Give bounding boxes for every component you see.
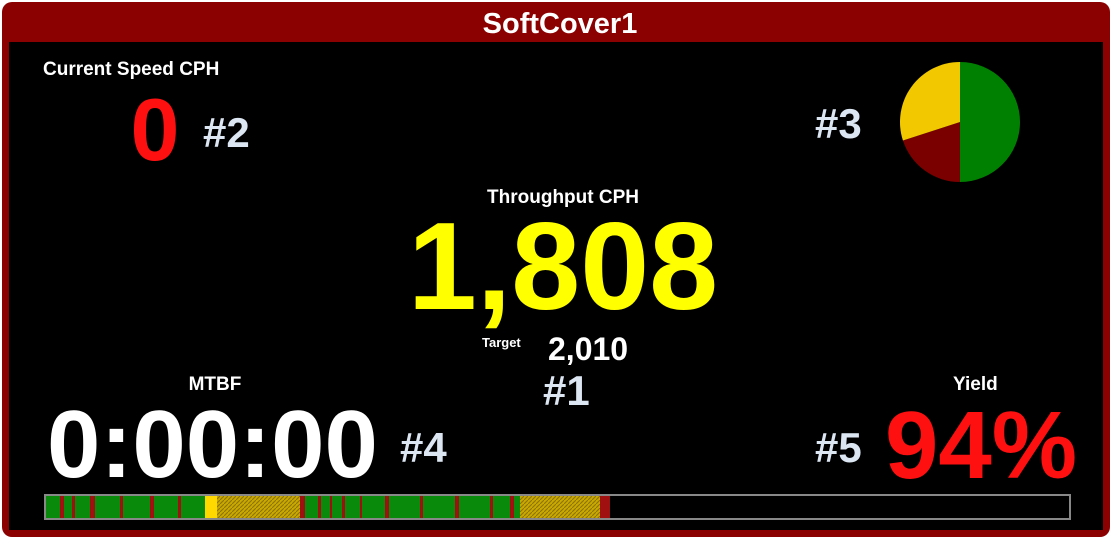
status-pie: [899, 62, 1020, 182]
throughput-label: Throughput CPH: [487, 187, 639, 208]
target-value: 2,010: [548, 331, 628, 367]
mtbf-label: MTBF: [189, 374, 242, 395]
target-label: Target: [482, 335, 521, 350]
yield-label: Yield: [953, 374, 998, 395]
status-timeline: [44, 494, 1071, 520]
mtbf-value: 0:00:00: [47, 391, 378, 498]
pie-slice: [960, 62, 1020, 182]
callout: #5: [815, 424, 862, 471]
callout: #2: [203, 109, 250, 156]
callout: #1: [543, 367, 590, 414]
callout: #4: [400, 424, 447, 471]
callout: #3: [815, 100, 862, 147]
current-speed-label: Current Speed CPH: [43, 59, 219, 80]
pie-slice: [902, 122, 960, 182]
title: SoftCover1: [483, 8, 638, 40]
pie-slice: [899, 62, 960, 141]
current-speed-value: 0: [131, 80, 180, 179]
yield-value: 94%: [885, 392, 1077, 499]
throughput-value: 1,808: [408, 198, 718, 336]
